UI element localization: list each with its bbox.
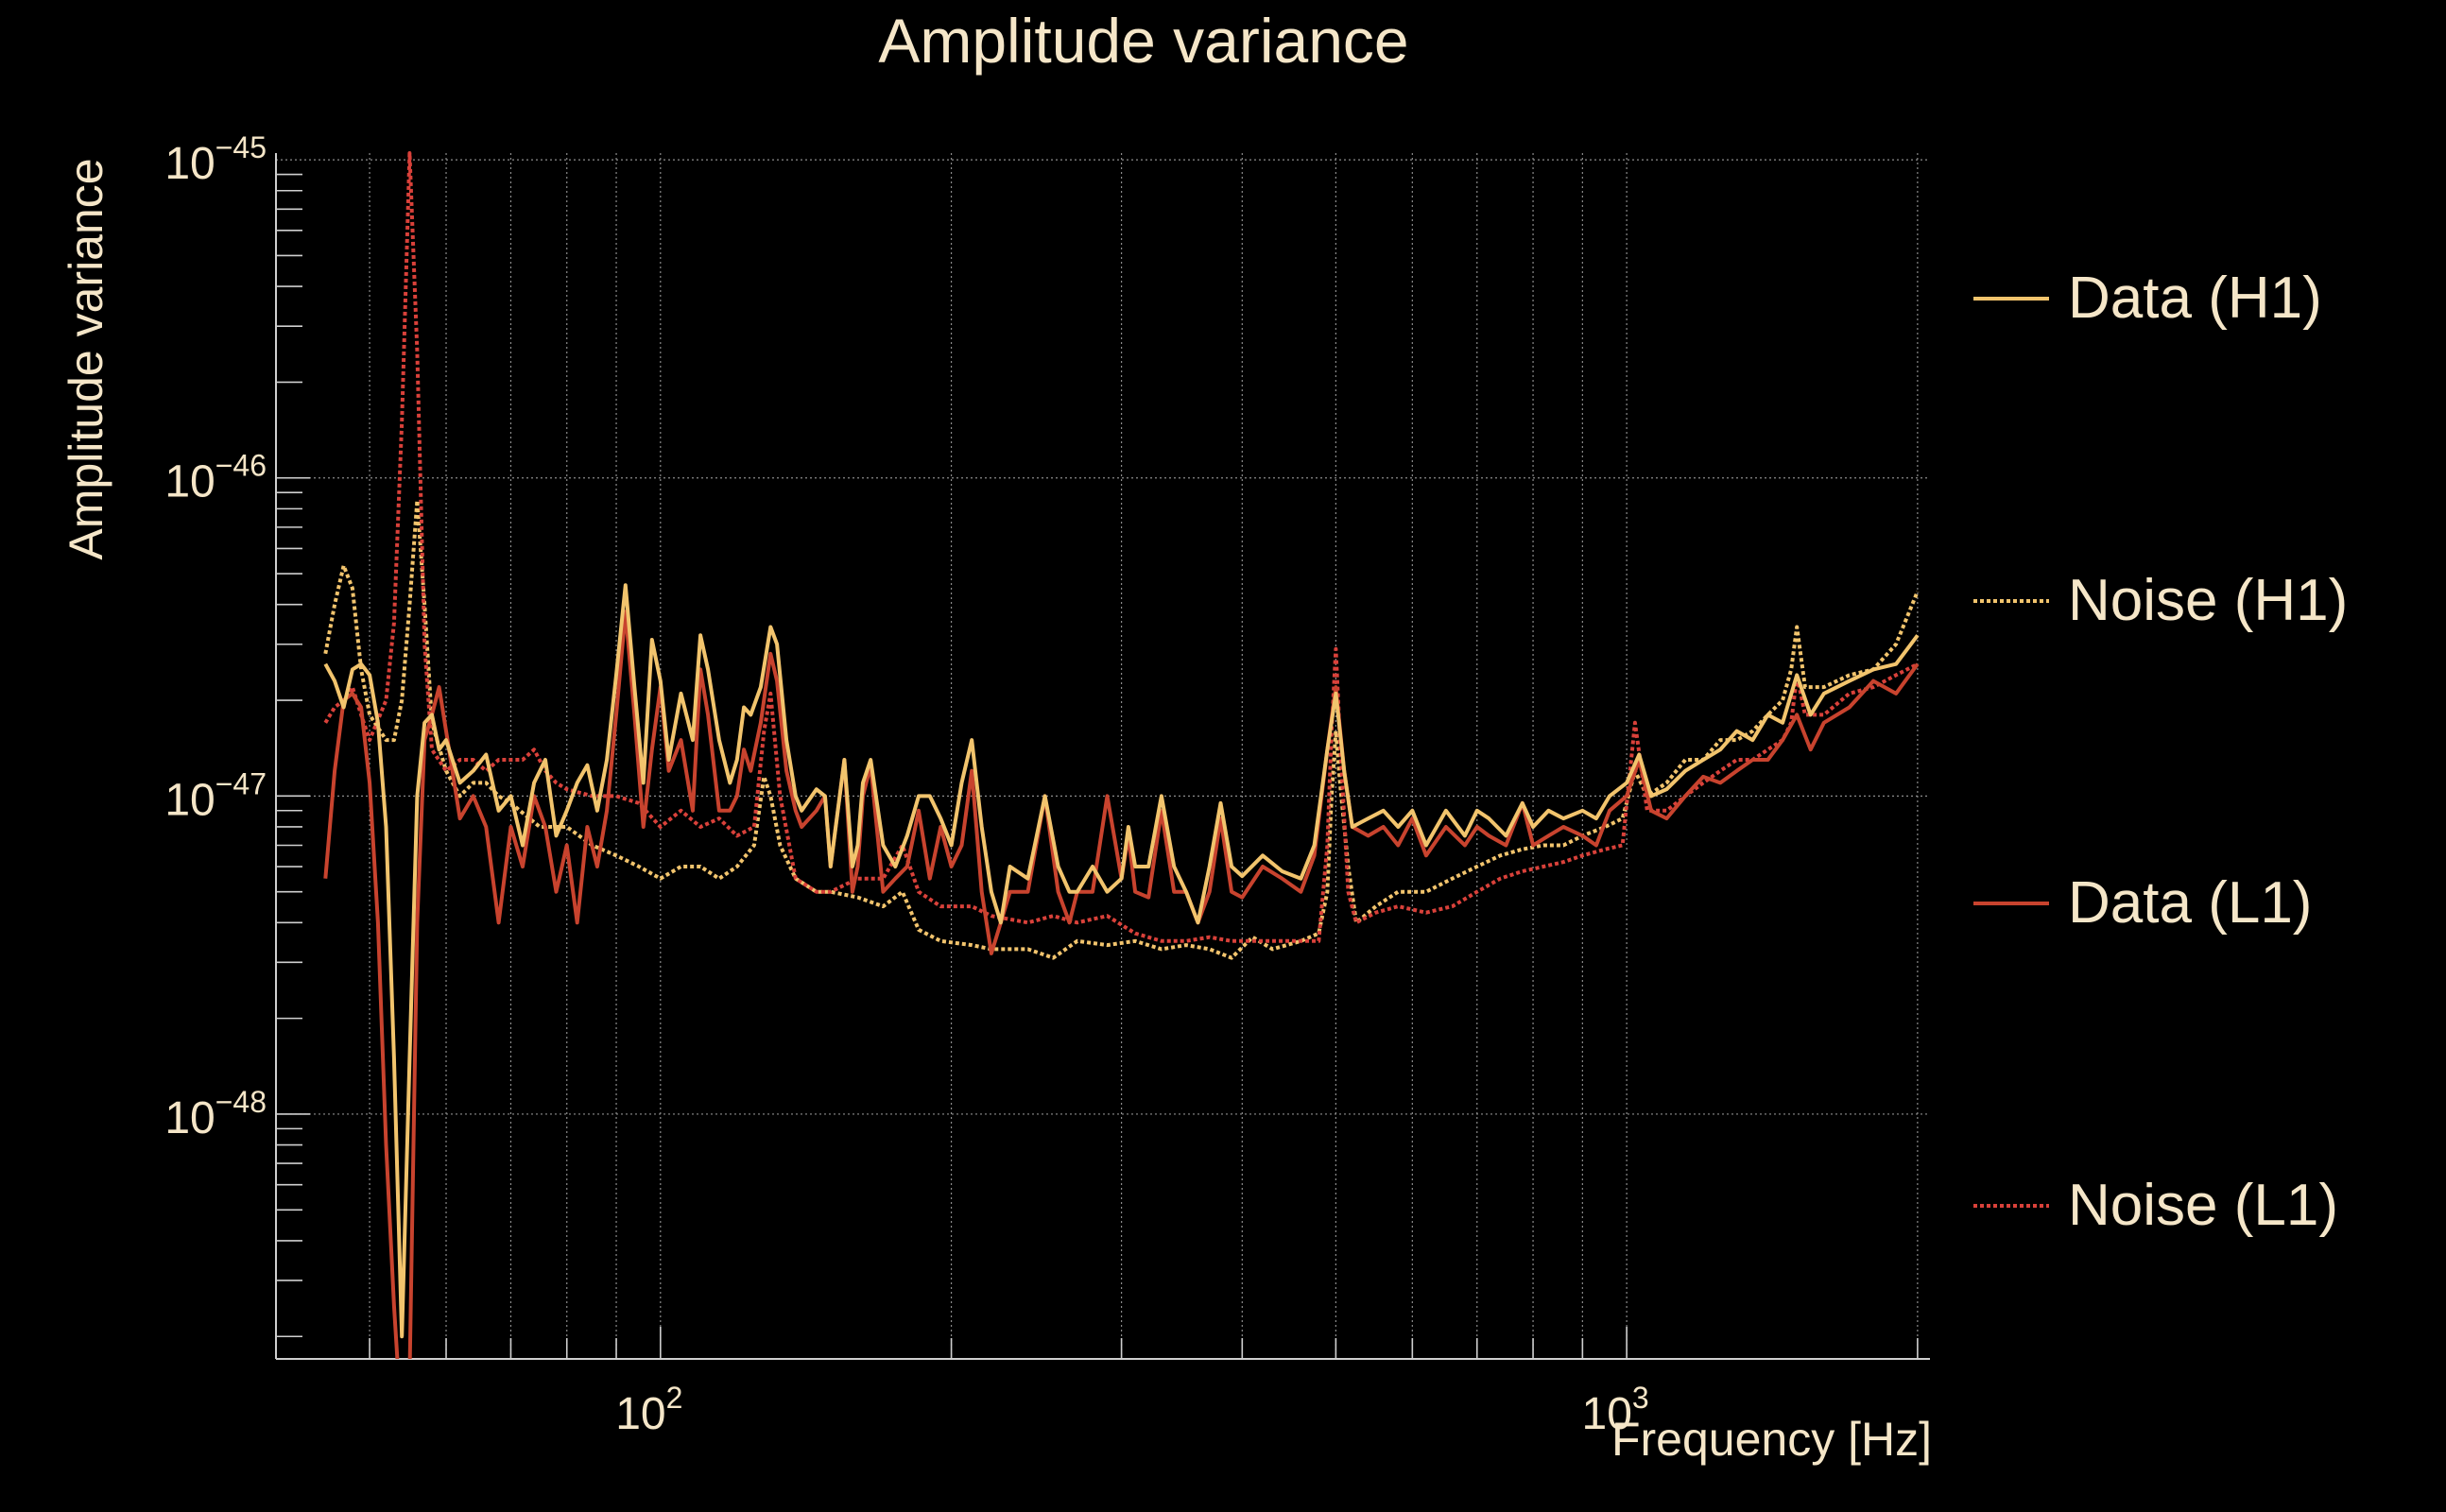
axes [275,153,1930,1360]
y-tick-label: 10−48 [164,1085,267,1143]
x-tick-label: 102 [615,1381,682,1439]
x-tick-label: 103 [1582,1381,1649,1439]
legend-label: Data (L1) [2068,870,2312,936]
legend-label: Data (H1) [2068,266,2322,331]
legend-label: Noise (H1) [2068,568,2348,633]
legend: Data (H1) Noise (H1) Data (L1) Noise (L1) [1973,266,2348,1238]
y-tick-label: 10−45 [164,130,267,189]
series-line-noise-h1 [323,498,1920,960]
series-lines [323,151,1920,1359]
y-tick-label: 10−47 [164,766,267,825]
tick-labels: 10−45 10−46 10−47 10−48 102 103 [164,130,1648,1439]
series-line-data-l1 [323,610,1920,1359]
series-line-noise-l1 [323,151,1919,943]
series-line-data-h1 [323,583,1920,1339]
x-axis-label: Frequency [Hz] [1611,1413,1932,1466]
legend-label: Noise (L1) [2068,1173,2338,1238]
y-axis-label: Amplitude variance [60,158,112,559]
chart-title: Amplitude variance [878,6,1408,76]
y-tick-label: 10−46 [164,449,267,507]
